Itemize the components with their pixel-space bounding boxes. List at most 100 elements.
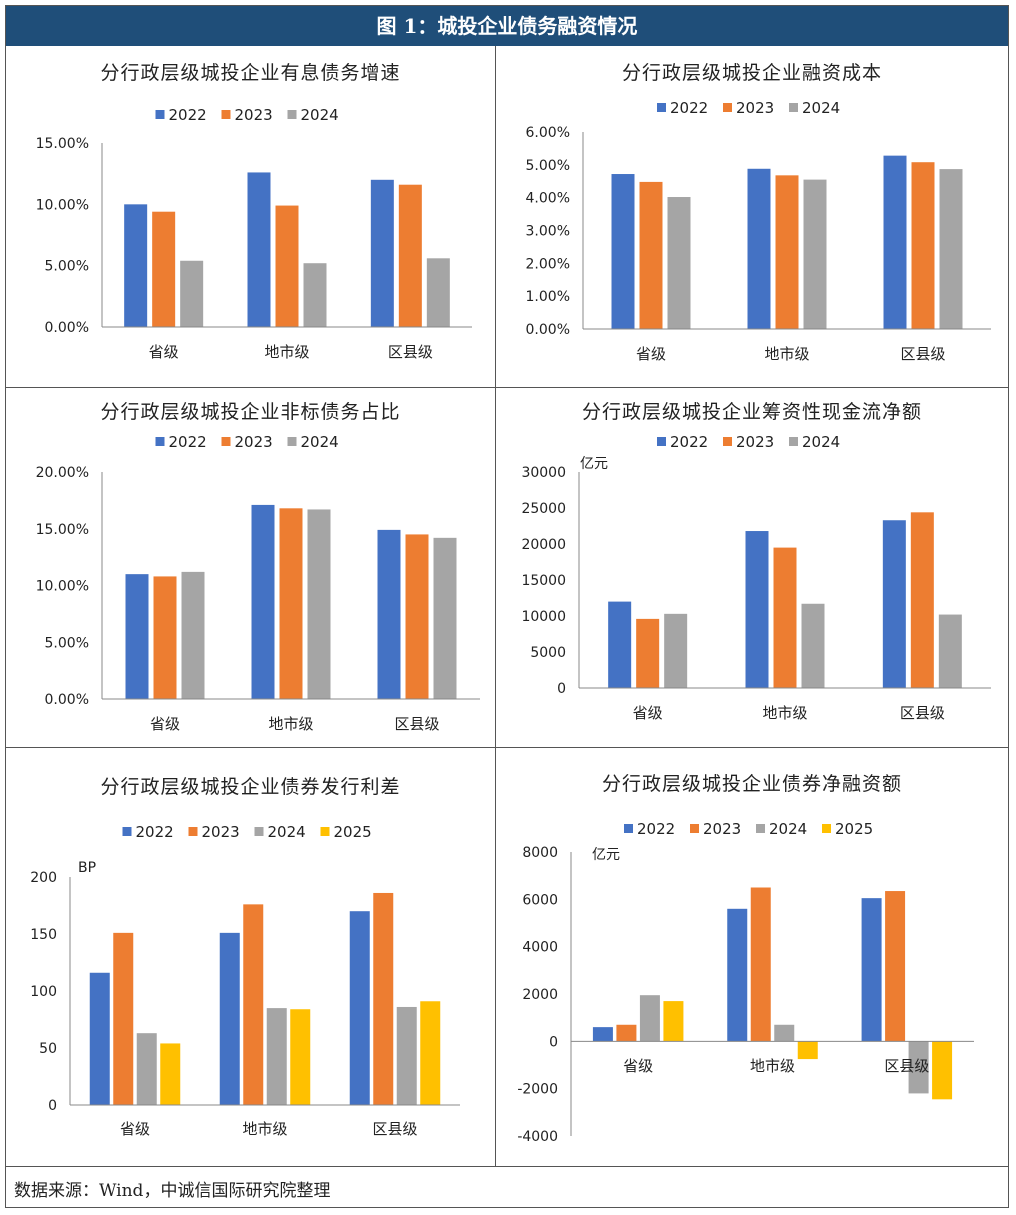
chart-nonstandard-debt-share: 分行政层级城投企业非标债务占比 2022 2023 2024 0.00% 5.00% 10.…: [36, 401, 480, 733]
y-tick-label: 0: [48, 1098, 57, 1114]
bar-2023-0: [616, 1024, 637, 1042]
y-unit-label: 亿元: [580, 456, 608, 472]
chart-title: 分行政层级城投企业债券发行利差: [100, 776, 400, 798]
legend-label-2024: 2024: [301, 433, 339, 451]
y-tick-label: 5000: [530, 645, 566, 661]
y-unit-label: BP: [78, 860, 96, 876]
legend-label-2022: 2022: [670, 99, 708, 117]
category-label: 区县级: [884, 1057, 929, 1075]
bar-2022-2: [377, 529, 401, 699]
y-tick-label: 4000: [522, 940, 558, 956]
y-tick-label: 25000: [521, 501, 566, 517]
legend-swatch-2022: [624, 824, 633, 833]
bar-2022-2: [882, 520, 906, 688]
figure-frame: [5, 5, 1009, 1208]
bar-2022-1: [247, 172, 271, 327]
legend-label-2023: 2023: [703, 820, 741, 838]
chart-title: 分行政层级城投企业非标债务占比: [100, 401, 400, 423]
y-tick-label: 50: [39, 1041, 57, 1057]
legend-label-2025: 2025: [835, 820, 873, 838]
bar-2025-1: [797, 1041, 818, 1060]
bar-2024-0: [667, 197, 691, 329]
bar-2022-0: [611, 174, 635, 329]
bar-2022-0: [125, 574, 149, 699]
chart-title: 分行政层级城投企业筹资性现金流净额: [582, 401, 922, 423]
legend-swatch-2023: [188, 827, 198, 836]
bar-2024-2: [396, 1006, 417, 1105]
chart-bond-spread: 分行政层级城投企业债券发行利差 2022 2023 2024 2025 0 50 100 150…: [30, 776, 460, 1138]
bar-2024-0: [639, 995, 660, 1042]
y-tick-label: 0.00%: [45, 692, 89, 708]
y-tick-label: 0.00%: [45, 320, 89, 336]
bar-2024-0: [136, 1033, 157, 1105]
legend-label-2022: 2022: [169, 106, 207, 124]
y-tick-label: 10.00%: [36, 197, 89, 213]
legend-swatch-2024: [789, 437, 798, 446]
bar-2023-0: [152, 211, 176, 327]
legend-swatch-2022: [657, 437, 666, 446]
y-tick-label: 8000: [522, 845, 558, 861]
legend-label-2024: 2024: [802, 433, 840, 451]
legend-swatch-2024: [756, 824, 765, 833]
y-tick-label: 20000: [521, 537, 566, 553]
y-tick-label: 3.00%: [526, 224, 570, 240]
category-label: 地市级: [764, 345, 809, 363]
bar-2022-0: [89, 972, 110, 1105]
legend-label-2025: 2025: [334, 823, 372, 841]
chart-debt-growth: 分行政层级城投企业有息债务增速 2022 2023 2024 0.00% 5.00% 10.…: [36, 62, 472, 361]
y-tick-label: 1.00%: [526, 289, 570, 305]
bar-2024-0: [181, 571, 205, 699]
bar-2023-1: [275, 205, 299, 327]
bar-2025-0: [160, 1043, 181, 1105]
legend-label-2023: 2023: [235, 106, 273, 124]
category-label: 省级: [633, 704, 663, 722]
legend-label-2024: 2024: [301, 106, 339, 124]
legend-label-2023: 2023: [202, 823, 240, 841]
y-unit-label: 亿元: [592, 847, 620, 863]
bar-2022-0: [124, 204, 148, 327]
category-label: 省级: [120, 1120, 150, 1138]
bar-2024-2: [938, 614, 962, 688]
category-label: 省级: [150, 715, 180, 733]
legend-label-2023: 2023: [736, 433, 774, 451]
y-tick-label: -2000: [517, 1082, 558, 1098]
legend-swatch-2025: [320, 827, 330, 836]
legend-swatch-2022: [657, 103, 666, 112]
bar-2023-0: [636, 618, 660, 688]
panel-divider-row2: [6, 747, 1008, 748]
bar-2024-2: [939, 169, 963, 329]
bar-2025-1: [290, 1009, 311, 1105]
legend-swatch-2022: [122, 827, 132, 836]
y-tick-label: 10000: [521, 609, 566, 625]
legend-swatch-2024: [287, 437, 297, 446]
bar-2023-0: [153, 576, 177, 699]
bar-2022-2: [861, 898, 882, 1042]
y-tick-label: 15000: [521, 573, 566, 589]
legend-swatch-2025: [822, 824, 831, 833]
bar-2023-2: [910, 512, 934, 688]
bar-2023-2: [885, 891, 906, 1042]
y-tick-label: 0: [549, 1034, 558, 1050]
legend-swatch-2023: [723, 103, 732, 112]
category-label: 区县级: [388, 343, 433, 361]
category-label: 区县级: [900, 345, 945, 363]
bar-2022-2: [370, 179, 394, 327]
bar-2023-1: [750, 887, 771, 1042]
y-tick-label: 2.00%: [526, 256, 570, 272]
bar-2023-1: [773, 547, 797, 688]
bar-2022-1: [745, 531, 769, 688]
legend-label-2022: 2022: [670, 433, 708, 451]
legend-label-2024: 2024: [769, 820, 807, 838]
bar-2023-2: [398, 184, 422, 327]
bar-2024-2: [433, 537, 457, 699]
figure-title: 图 1：城投企业债务融资情况: [6, 6, 1008, 46]
y-tick-label: 15.00%: [36, 136, 89, 152]
legend-swatch-2022: [155, 110, 165, 119]
bar-2023-1: [243, 904, 264, 1105]
y-tick-label: 6.00%: [526, 125, 570, 141]
chart-title: 分行政层级城投企业债券净融资额: [602, 773, 902, 795]
bar-2022-1: [747, 168, 771, 329]
legend-swatch-2023: [723, 437, 732, 446]
legend-label-2023: 2023: [736, 99, 774, 117]
y-tick-label: 2000: [522, 987, 558, 1003]
